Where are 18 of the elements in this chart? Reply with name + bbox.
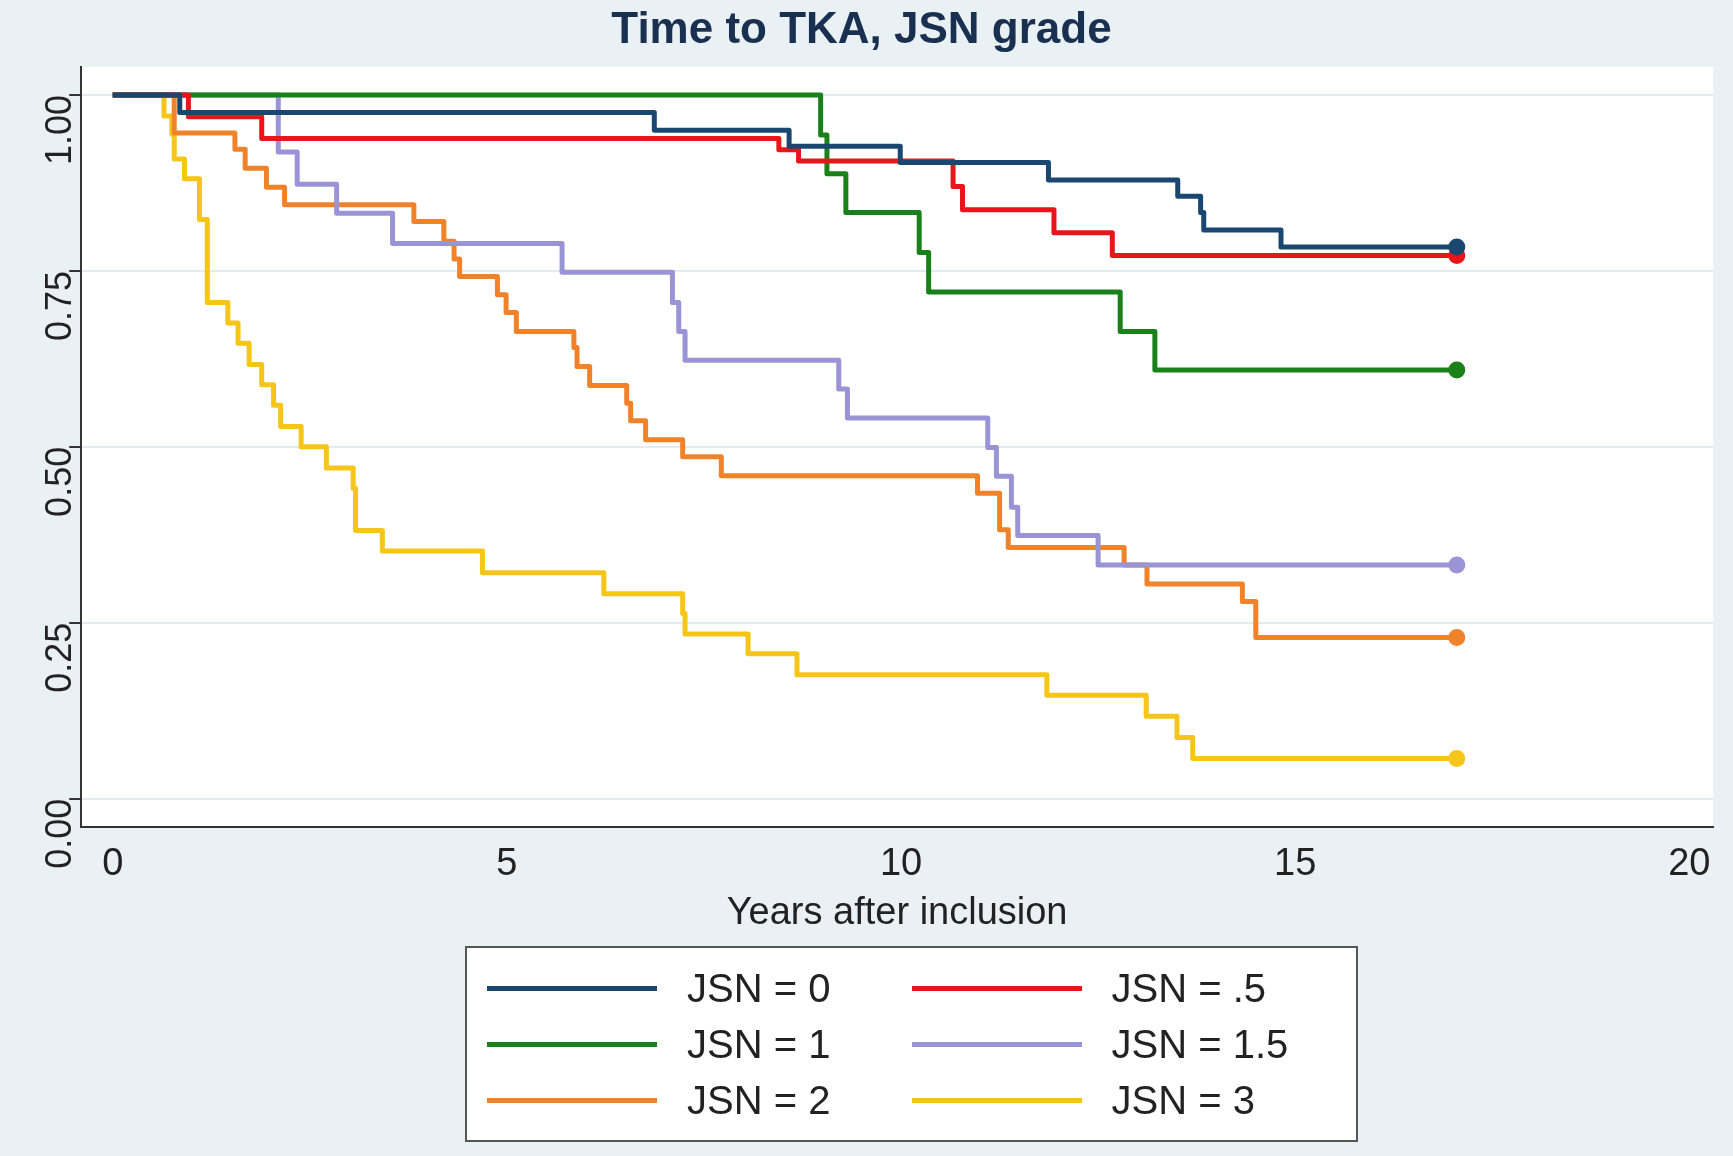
x-tick-label: 0 <box>102 841 124 884</box>
x-tick-label: 20 <box>1668 841 1711 884</box>
legend-label: JSN = 1.5 <box>1111 1021 1289 1067</box>
y-tick-label: 0.25 <box>38 622 80 693</box>
legend-label: JSN = 0 <box>687 965 831 1011</box>
y-tick-label: 0.75 <box>38 270 80 341</box>
y-tick-label: 1.00 <box>38 94 80 166</box>
legend-label: JSN = 3 <box>1111 1077 1255 1123</box>
legend-label: JSN = 1 <box>687 1021 831 1067</box>
legend-label: JSN = .5 <box>1111 965 1267 1011</box>
y-tick-label: 0.50 <box>38 446 80 517</box>
chart-title: Time to TKA, JSN grade <box>611 2 1112 52</box>
x-tick-label: 15 <box>1274 841 1317 884</box>
x-tick-label: 10 <box>879 841 923 884</box>
legend-label: JSN = 2 <box>687 1077 831 1123</box>
x-tick-label: 5 <box>496 841 518 884</box>
y-tick-label: 0.00 <box>38 798 80 869</box>
x-axis-title: Years after inclusion <box>726 889 1068 932</box>
